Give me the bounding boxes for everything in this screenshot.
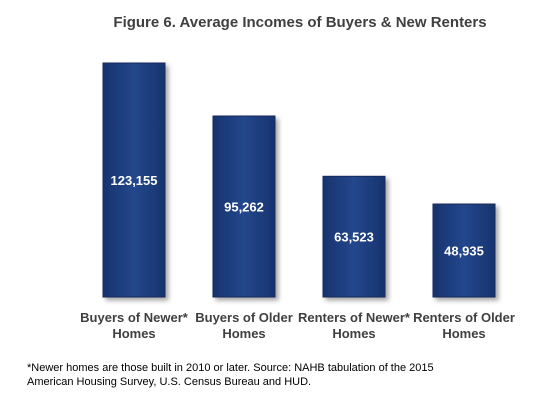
category-label-2-line-1: Buyers of Older [195, 310, 293, 325]
category-label-3-line-2: Homes [332, 326, 375, 341]
value-label-1: 123,155 [111, 173, 158, 188]
bar-3 [322, 175, 386, 298]
category-label-4-line-2: Homes [442, 326, 485, 341]
value-label-3: 63,523 [334, 230, 374, 245]
category-label-1-line-1: Buyers of Newer* [80, 310, 189, 325]
footnote-line-2: American Housing Survey, U.S. Census Bur… [27, 376, 312, 388]
footnote-line-1: *Newer homes are those built in 2010 or … [27, 362, 434, 374]
bar-4 [432, 203, 496, 298]
chart-title: Figure 6. Average Incomes of Buyers & Ne… [113, 14, 486, 31]
chart-footnote: *Newer homes are those built in 2010 or … [27, 361, 547, 389]
category-label-1-line-2: Homes [112, 326, 155, 341]
value-label-4: 48,935 [444, 244, 484, 259]
bars-layer [102, 62, 496, 298]
category-label-3-line-1: Renters of Newer* [298, 310, 411, 325]
category-label-4-line-1: Renters of Older [413, 310, 515, 325]
category-label-2-line-2: Homes [222, 326, 265, 341]
bar-1 [102, 62, 166, 298]
value-labels-layer: 123,155 95,262 63,523 48,935 [111, 173, 484, 259]
bar-2 [212, 115, 276, 298]
value-label-2: 95,262 [224, 200, 264, 215]
